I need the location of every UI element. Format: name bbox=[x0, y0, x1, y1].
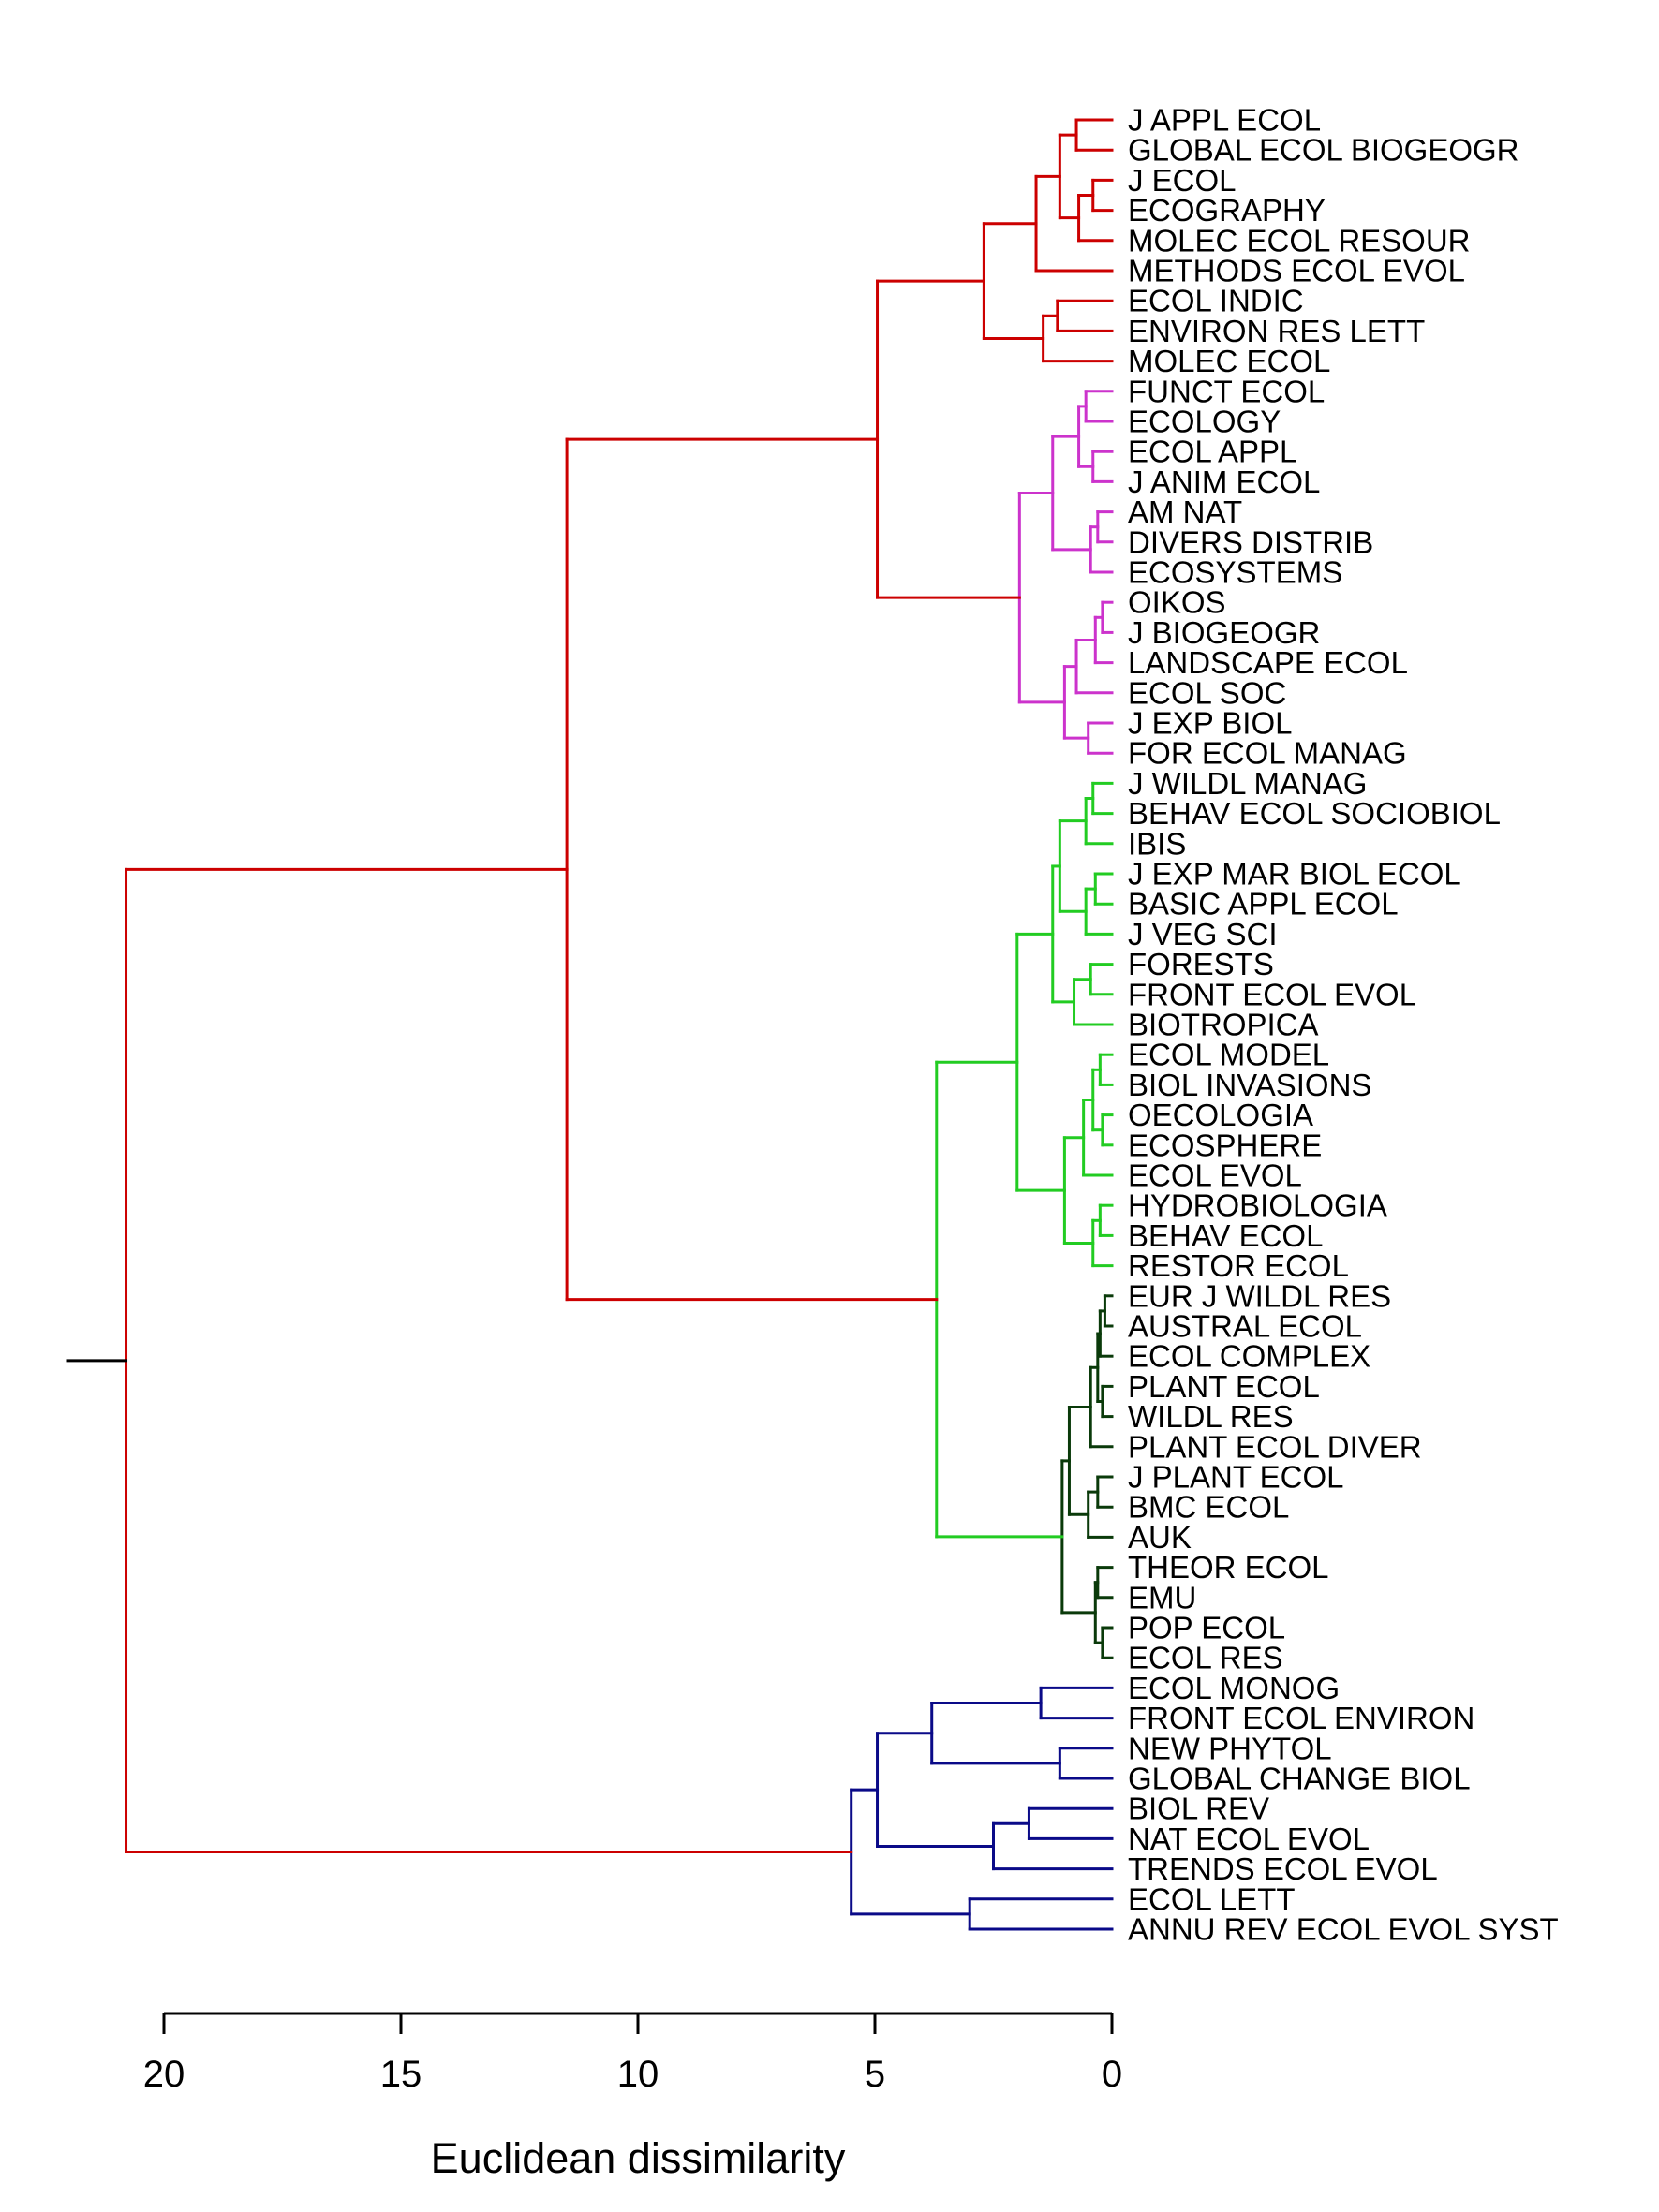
leaf-label: BMC ECOL bbox=[1128, 1490, 1289, 1525]
leaf-label: BEHAV ECOL bbox=[1128, 1218, 1323, 1253]
leaf-label: RESTOR ECOL bbox=[1128, 1248, 1349, 1283]
leaf-label: THEOR ECOL bbox=[1128, 1550, 1329, 1585]
leaf-label: MOLEC ECOL RESOUR bbox=[1128, 223, 1471, 258]
leaf-label: ECOL MONOG bbox=[1128, 1671, 1340, 1705]
leaf-label: AM NAT bbox=[1128, 494, 1242, 529]
leaf-label: J WILDL MANAG bbox=[1128, 766, 1367, 801]
leaf-label: PLANT ECOL DIVER bbox=[1128, 1429, 1422, 1464]
leaf-label: J ECOL bbox=[1128, 163, 1237, 198]
leaf-label: POP ECOL bbox=[1128, 1611, 1285, 1645]
leaf-label: ECOL EVOL bbox=[1128, 1158, 1302, 1193]
leaf-label: EMU bbox=[1128, 1580, 1196, 1615]
leaf-label: BIOTROPICA bbox=[1128, 1008, 1319, 1042]
leaf-label: J BIOGEOGR bbox=[1128, 615, 1320, 650]
x-tick-label: 20 bbox=[143, 2054, 185, 2095]
dendrogram-branches bbox=[66, 118, 1114, 1931]
leaf-label: NAT ECOL EVOL bbox=[1128, 1821, 1370, 1856]
leaf-label: J EXP MAR BIOL ECOL bbox=[1128, 857, 1461, 892]
leaf-label: OECOLOGIA bbox=[1128, 1098, 1313, 1132]
x-tick-label: 15 bbox=[380, 2054, 422, 2095]
leaf-label: BIOL INVASIONS bbox=[1128, 1068, 1371, 1102]
leaf-label: ECOLOGY bbox=[1128, 405, 1281, 439]
leaf-label: OIKOS bbox=[1128, 585, 1226, 620]
leaf-label: IBIS bbox=[1128, 826, 1186, 861]
leaf-label: BEHAV ECOL SOCIOBIOL bbox=[1128, 796, 1501, 831]
leaf-label: BIOL REV bbox=[1128, 1792, 1269, 1826]
leaf-label: NEW PHYTOL bbox=[1128, 1731, 1332, 1765]
leaf-label: BASIC APPL ECOL bbox=[1128, 887, 1399, 922]
leaf-label: J EXP BIOL bbox=[1128, 706, 1292, 741]
leaf-label: FRONT ECOL ENVIRON bbox=[1128, 1701, 1474, 1735]
leaf-label: ECOL MODEL bbox=[1128, 1038, 1329, 1072]
x-axis-ticks: 20 15 10 5 0 bbox=[143, 2013, 1122, 2095]
leaf-label: J VEG SCI bbox=[1128, 917, 1278, 951]
leaf-label: J ANIM ECOL bbox=[1128, 465, 1320, 499]
x-axis: 20 15 10 5 0 Euclidean dissimilarity bbox=[143, 2012, 1122, 2182]
leaf-label: METHODS ECOL EVOL bbox=[1128, 254, 1465, 288]
leaf-label: ECOL APPL bbox=[1128, 435, 1296, 469]
leaf-label: GLOBAL CHANGE BIOL bbox=[1128, 1762, 1471, 1796]
x-tick-label: 0 bbox=[1102, 2054, 1122, 2095]
leaf-label: TRENDS ECOL EVOL bbox=[1128, 1851, 1438, 1886]
leaf-label: ANNU REV ECOL EVOL SYST bbox=[1128, 1912, 1559, 1947]
leaf-label: ECOL INDIC bbox=[1128, 284, 1304, 318]
leaf-label: DIVERS DISTRIB bbox=[1128, 524, 1373, 559]
leaf-label: AUSTRAL ECOL bbox=[1128, 1309, 1362, 1344]
leaf-label: ECOL COMPLEX bbox=[1128, 1339, 1370, 1374]
leaf-label: EUR J WILDL RES bbox=[1128, 1278, 1391, 1313]
leaf-label: AUK bbox=[1128, 1520, 1192, 1555]
leaf-label: ECOSPHERE bbox=[1128, 1128, 1322, 1162]
leaf-label: FOR ECOL MANAG bbox=[1128, 736, 1407, 771]
leaf-label: HYDROBIOLOGIA bbox=[1128, 1188, 1387, 1223]
leaf-label: ECOGRAPHY bbox=[1128, 193, 1326, 228]
leaf-label: PLANT ECOL bbox=[1128, 1369, 1320, 1404]
leaf-label: FRONT ECOL EVOL bbox=[1128, 977, 1416, 1011]
leaf-label: ECOL SOC bbox=[1128, 675, 1286, 710]
x-axis-title: Euclidean dissimilarity bbox=[431, 2134, 846, 2182]
leaf-label: FORESTS bbox=[1128, 947, 1274, 981]
leaf-label: MOLEC ECOL bbox=[1128, 344, 1330, 378]
leaf-label: WILDL RES bbox=[1128, 1399, 1294, 1434]
leaf-label: J PLANT ECOL bbox=[1128, 1460, 1343, 1495]
leaf-label: J APPL ECOL bbox=[1128, 103, 1321, 138]
x-tick-label: 5 bbox=[865, 2054, 885, 2095]
leaf-label: LANDSCAPE ECOL bbox=[1128, 645, 1408, 680]
leaf-label: GLOBAL ECOL BIOGEOGR bbox=[1128, 133, 1519, 168]
x-tick-label: 10 bbox=[617, 2054, 659, 2095]
leaf-label: ECOL LETT bbox=[1128, 1881, 1296, 1916]
leaf-label: ENVIRON RES LETT bbox=[1128, 314, 1425, 348]
leaf-label: ECOSYSTEMS bbox=[1128, 555, 1342, 590]
leaf-label: ECOL RES bbox=[1128, 1641, 1283, 1675]
leaf-label: FUNCT ECOL bbox=[1128, 374, 1325, 408]
